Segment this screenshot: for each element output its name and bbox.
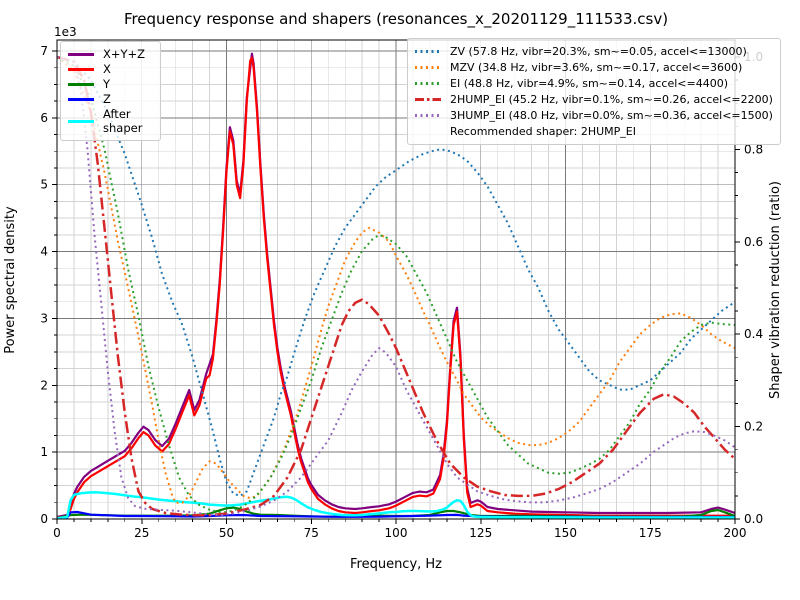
y-left-tick-label: 3: [40, 311, 48, 325]
legend-label: X: [103, 62, 111, 76]
legend-line-sample-after-shaper: [68, 119, 94, 123]
legend-label: MZV (34.8 Hz, vibr=3.6%, sm~=0.17, accel…: [450, 61, 743, 74]
y-left-tick-label: 5: [40, 178, 48, 192]
legend-line-sample-3hump-ei: [415, 114, 441, 117]
legend-psd: X+Y+Z X Y Z After shaper: [60, 41, 161, 141]
series-3hump-ei: [56, 56, 736, 517]
legend-label: After shaper: [103, 107, 143, 135]
chart-curves: [56, 52, 736, 520]
legend-label: X+Y+Z: [103, 47, 146, 61]
series-after-shaper: [56, 491, 735, 520]
y-left-tick-label: 1: [40, 445, 48, 459]
legend-line-sample-2hump-ei: [415, 98, 441, 101]
y-axis-offset-label: 1e3: [54, 25, 77, 39]
y-axis-label-left: Power spectral density: [3, 206, 18, 354]
legend-item: X+Y+Z: [68, 47, 153, 61]
x-tick-label: 0: [53, 526, 61, 540]
legend-label: EI (48.8 Hz, vibr=4.9%, sm~=0.14, accel<…: [450, 77, 728, 90]
legend-label: 3HUMP_EI (48.0 Hz, vibr=0.0%, sm~=0.36, …: [450, 109, 773, 122]
legend-item: Recommended shaper: 2HUMP_EI: [415, 124, 773, 139]
legend-label: Recommended shaper: 2HUMP_EI: [450, 125, 636, 138]
y-left-tick-label: 6: [40, 111, 48, 125]
x-tick-label: 50: [219, 526, 234, 540]
y-axis-label-right: Shaper vibration reduction (ratio): [768, 181, 783, 399]
y-left-tick-label: 2: [40, 378, 48, 392]
legend-item: X: [68, 62, 153, 76]
y-right-tick-label: 0.2: [744, 420, 763, 434]
legend-line-sample-ei: [415, 82, 441, 85]
legend-item: Z: [68, 92, 153, 106]
x-tick-label: 125: [469, 526, 492, 540]
legend-label: Z: [103, 92, 111, 106]
legend-shapers: ZV (57.8 Hz, vibr=20.3%, sm~=0.05, accel…: [407, 38, 781, 145]
legend-item: ZV (57.8 Hz, vibr=20.3%, sm~=0.05, accel…: [415, 44, 773, 59]
chart-generated-layers: 0 25 50 75 100 125 150 175 200 0 1 2 3 4 5 6 7 0.0 0.2 0.4 0…: [40, 39, 763, 540]
x-tick-label: 100: [385, 526, 408, 540]
legend-label: ZV (57.8 Hz, vibr=20.3%, sm~=0.05, accel…: [450, 45, 747, 58]
legend-item: MZV (34.8 Hz, vibr=3.6%, sm~=0.17, accel…: [415, 60, 773, 75]
x-tick-label: 25: [134, 526, 149, 540]
y-right-tick-label: 0.0: [744, 512, 763, 526]
axis-ticks: 0 25 50 75 100 125 150 175 200 0 1 2 3 4 5 6 7 0.0 0.2 0.4 0…: [40, 44, 763, 540]
legend-label: 2HUMP_EI (45.2 Hz, vibr=0.1%, sm~=0.26, …: [450, 93, 773, 106]
chart-title: Frequency response and shapers (resonanc…: [123, 10, 669, 28]
x-tick-label: 150: [554, 526, 577, 540]
y-right-tick-label: 0.6: [744, 235, 763, 249]
legend-line-sample-mzv: [415, 66, 441, 69]
legend-line-sample-x-y-z: [68, 52, 94, 56]
x-tick-label: 75: [304, 526, 319, 540]
legend-line-sample-z: [68, 97, 94, 101]
legend-item: EI (48.8 Hz, vibr=4.9%, sm~=0.14, accel<…: [415, 76, 773, 91]
legend-item: Y: [68, 77, 153, 91]
legend-line-sample-x: [68, 67, 94, 71]
y-right-tick-label: 0.8: [744, 142, 763, 156]
x-tick-label: 175: [639, 526, 662, 540]
legend-line-sample-zv: [415, 50, 441, 53]
legend-item: After shaper: [68, 107, 153, 135]
x-axis-label: Frequency, Hz: [350, 557, 442, 572]
y-right-tick-label: 0.4: [744, 327, 763, 341]
y-left-tick-label: 0: [40, 512, 48, 526]
y-left-tick-label: 4: [40, 245, 48, 259]
grid-major: [57, 40, 735, 519]
legend-label: Y: [103, 77, 111, 91]
legend-line-sample-y: [68, 82, 94, 86]
series-2hump-ei: [56, 55, 736, 517]
legend-item: 2HUMP_EI (45.2 Hz, vibr=0.1%, sm~=0.26, …: [415, 92, 773, 107]
legend-item: 3HUMP_EI (48.0 Hz, vibr=0.0%, sm~=0.36, …: [415, 108, 773, 123]
series-x: [56, 56, 735, 519]
series-mzv: [56, 56, 736, 504]
y-left-tick-label: 7: [40, 44, 48, 58]
series-ei: [56, 56, 736, 514]
x-tick-label: 200: [724, 526, 747, 540]
